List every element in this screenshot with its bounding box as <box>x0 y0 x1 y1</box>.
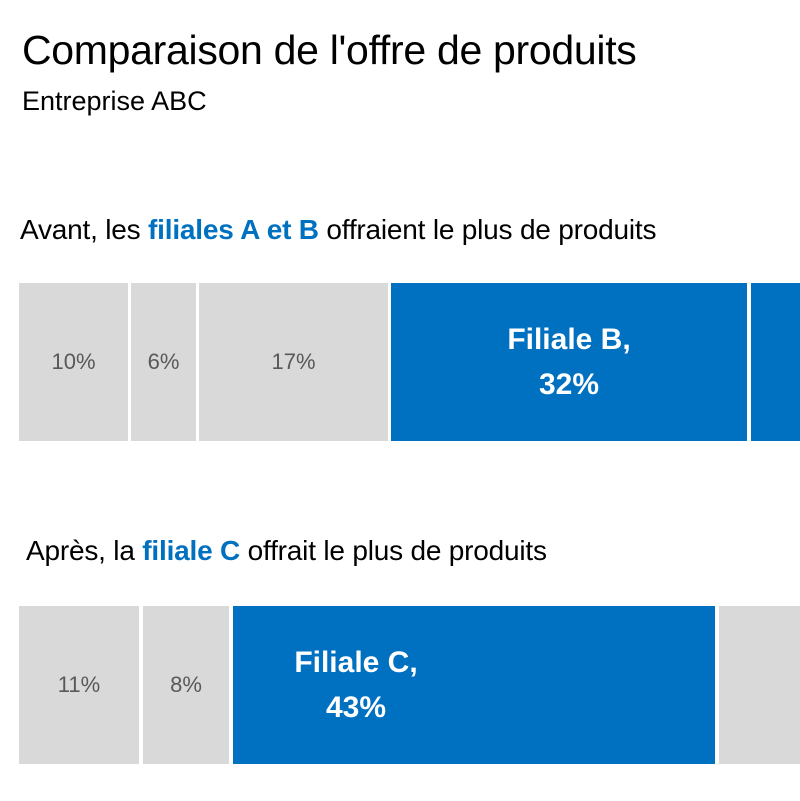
before-caption: Avant, les filiales A et B offraient le … <box>20 213 656 247</box>
after-segment-4 <box>719 606 800 764</box>
before-segment-1: 10% <box>19 283 128 441</box>
segment-label: 10% <box>51 349 96 374</box>
segment-label: 17% <box>271 349 316 374</box>
after-segment-2: 8% <box>143 606 229 764</box>
before-segment-3: 17% <box>199 283 388 441</box>
after-caption-pre: Après, la <box>26 535 143 566</box>
after-caption-post: offrait le plus de produits <box>240 535 547 566</box>
chart-subtitle: Entreprise ABC <box>22 86 207 116</box>
before-segment-filiale-b: Filiale B, 32% <box>391 283 747 441</box>
after-caption: Après, la filiale C offrait le plus de p… <box>26 534 547 568</box>
after-caption-highlight: filiale C <box>142 535 241 566</box>
before-segment-filiale-a <box>751 283 800 441</box>
segment-label-value: 32% <box>538 368 600 401</box>
before-caption-highlight: filiales A et B <box>148 214 319 245</box>
segment-label-value: 43% <box>325 691 387 724</box>
segment-label-name: Filiale C, <box>294 646 418 679</box>
segment-label: 11% <box>57 672 101 697</box>
before-caption-pre: Avant, les <box>20 214 149 245</box>
before-segment-2: 6% <box>131 283 196 441</box>
before-bar: 10% 6% 17% Filiale B, 32% <box>0 283 800 441</box>
segment-label-name: Filiale B, <box>507 323 631 356</box>
segment-label: 6% <box>147 349 180 374</box>
after-bar: 11% 8% Filiale C, 43% <box>0 606 800 764</box>
after-segment-1: 11% <box>19 606 139 764</box>
before-caption-post: offraient le plus de produits <box>318 214 657 245</box>
after-segment-filiale-c: Filiale C, 43% <box>233 606 715 764</box>
segment-label: 8% <box>170 672 202 697</box>
chart-title: Comparaison de l'offre de produits <box>22 27 637 73</box>
